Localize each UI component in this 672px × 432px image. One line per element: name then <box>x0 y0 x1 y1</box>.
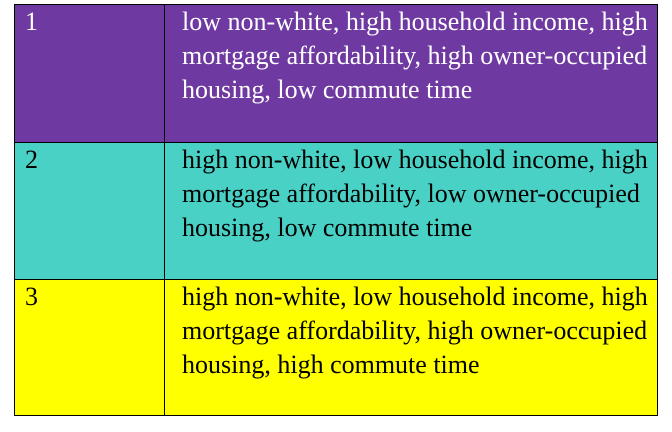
table-row: 3 high non-white, low household income, … <box>14 279 658 416</box>
cluster-id-cell: 3 <box>14 279 165 416</box>
table-row: 1 low non-white, high household income, … <box>14 4 658 143</box>
cluster-legend-table: 1 low non-white, high household income, … <box>14 4 658 416</box>
cluster-id-cell: 1 <box>14 4 165 143</box>
cluster-description-cell: high non-white, low household income, hi… <box>164 279 658 416</box>
cluster-description-cell: low non-white, high household income, hi… <box>164 4 658 143</box>
cluster-id-cell: 2 <box>14 142 165 280</box>
cluster-description-cell: high non-white, low household income, hi… <box>164 142 658 280</box>
table-row: 2 high non-white, low household income, … <box>14 142 658 280</box>
